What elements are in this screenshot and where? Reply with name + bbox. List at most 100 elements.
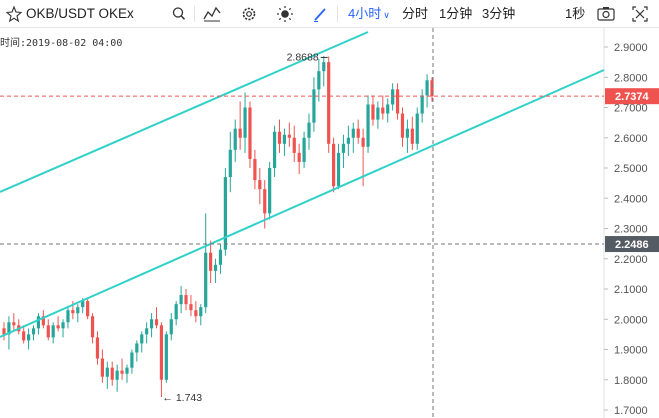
candle-body xyxy=(56,325,60,329)
toolbar-divider xyxy=(194,6,195,22)
candle-body xyxy=(115,370,119,380)
candle-body xyxy=(268,168,272,214)
candle-body xyxy=(120,370,124,374)
y-axis-tick-label: 2.1000 xyxy=(614,284,648,296)
channel-trendline[interactable] xyxy=(0,69,605,338)
toolbar-divider xyxy=(337,6,338,22)
timeframe-tick[interactable]: 分时 xyxy=(402,6,429,21)
candle-body xyxy=(140,334,144,344)
candle-body xyxy=(51,325,55,338)
high-price-annotation: 2.8688 xyxy=(287,51,319,63)
y-axis-tick-label: 2.6000 xyxy=(614,133,648,145)
candle-body xyxy=(381,107,385,114)
candle-body xyxy=(282,134,287,144)
star-icon[interactable] xyxy=(6,0,22,28)
y-axis-tick-label: 2.7000 xyxy=(614,103,648,115)
channel-trendline[interactable] xyxy=(0,31,369,193)
candle-body xyxy=(395,89,400,114)
crosshair-time-label: 时间:2019-08-02 04:00 xyxy=(0,34,123,49)
candle-body xyxy=(90,316,95,338)
candle-body xyxy=(405,128,410,138)
candle-body xyxy=(46,325,50,338)
y-axis-tick-label: 2.9000 xyxy=(614,42,648,54)
y-axis-tick-label: 2.0000 xyxy=(614,314,648,326)
candle-body xyxy=(169,319,173,335)
price-chart[interactable]: 2.9000 2.8000 2.7000 2.6000 2.5000 2.4000 2.30… xyxy=(0,28,659,418)
candle-body xyxy=(218,249,223,265)
candle-body xyxy=(425,80,429,96)
candle-body xyxy=(66,310,70,323)
y-axis-tick-label: 1.8000 xyxy=(614,375,648,387)
candle-body xyxy=(145,328,149,335)
candlestick-chart[interactable]: 2.9000 2.8000 2.7000 2.6000 2.5000 2.4000 2.30… xyxy=(0,28,659,418)
y-axis-tick-label: 2.4000 xyxy=(614,193,648,205)
candle-body xyxy=(95,337,100,359)
timeframe-3m[interactable]: 3分钟 xyxy=(482,6,516,21)
interval-dropdown[interactable]: 4小时 ∨ xyxy=(348,0,390,28)
y-axis-tick-label: 1.9000 xyxy=(614,345,648,357)
theme-icon[interactable] xyxy=(277,0,293,28)
current-price-badge: 2.7374 xyxy=(615,91,650,103)
candle-body xyxy=(420,95,424,114)
candle-body xyxy=(302,137,306,162)
candle-body xyxy=(258,180,262,190)
candle-body xyxy=(194,310,198,317)
candle-body xyxy=(238,128,242,138)
candle-body xyxy=(233,128,237,150)
candle-body xyxy=(125,367,129,374)
candle-body xyxy=(327,62,331,144)
candle-body xyxy=(346,137,350,144)
crosshair-price-badge-bg xyxy=(605,236,659,253)
candle-body xyxy=(179,295,183,305)
candle-body xyxy=(164,334,168,380)
candle-body xyxy=(135,343,139,353)
candle-body xyxy=(26,334,31,341)
candle-body xyxy=(81,301,85,308)
timeframe-1m[interactable]: 1分钟 xyxy=(439,6,473,21)
indicator-icon[interactable] xyxy=(203,0,221,28)
crosshair-price-badge: 2.2486 xyxy=(615,239,649,251)
interval-label: 4小时 xyxy=(348,6,382,21)
candle-body xyxy=(253,158,257,181)
candle-body xyxy=(287,134,291,138)
candle-body xyxy=(130,352,134,368)
candle-body xyxy=(189,304,193,311)
candle-body xyxy=(209,252,213,271)
candle-body xyxy=(71,310,75,314)
symbol-title[interactable]: OKB/USDT OKEx xyxy=(26,6,134,21)
settings-icon[interactable] xyxy=(241,0,257,28)
candle-body xyxy=(154,319,159,326)
y-axis-tick-label: 2.5000 xyxy=(614,163,648,175)
search-icon[interactable] xyxy=(172,0,186,28)
candle-body xyxy=(228,149,232,178)
candle-body xyxy=(317,71,321,90)
y-axis-tick-label: 2.3000 xyxy=(614,224,648,236)
candle-body xyxy=(36,316,41,329)
pen-icon[interactable] xyxy=(313,0,327,28)
candle-body xyxy=(297,152,301,162)
candle-body xyxy=(76,307,80,314)
timeframe-1s[interactable]: 1秒 xyxy=(565,6,586,21)
candle-body xyxy=(277,131,282,144)
candle-body xyxy=(100,358,104,377)
candle-body xyxy=(361,137,365,147)
candle-body xyxy=(7,322,11,335)
y-axis-tick-label: 1.7000 xyxy=(614,405,648,417)
camera-icon[interactable] xyxy=(597,0,615,28)
candle-body xyxy=(22,331,26,341)
candle-body xyxy=(213,264,218,271)
candle-body xyxy=(410,128,414,144)
candle-body xyxy=(149,319,154,329)
low-price-annotation: ← 1.743 xyxy=(162,392,202,404)
fullscreen-icon[interactable] xyxy=(632,0,648,28)
candle-body xyxy=(371,104,375,120)
candle-body xyxy=(86,301,90,317)
candle-body xyxy=(430,80,434,97)
candle-body xyxy=(223,177,227,250)
candle-body xyxy=(61,322,65,329)
candle-body xyxy=(31,328,36,335)
candle-body xyxy=(174,304,178,320)
candle-body xyxy=(105,367,109,377)
candle-body xyxy=(356,128,360,138)
chart-toolbar: OKB/USDT OKEx 4小时 ∨ 分时 1分钟 3分钟 1秒 xyxy=(0,0,659,28)
